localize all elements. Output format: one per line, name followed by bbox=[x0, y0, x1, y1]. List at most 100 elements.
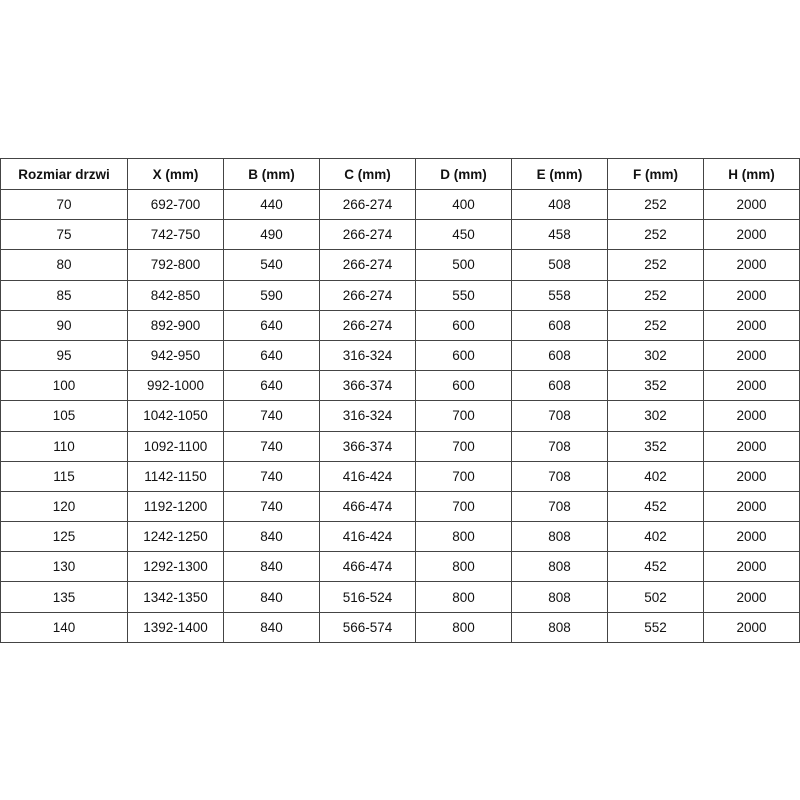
table-cell: 608 bbox=[511, 309, 608, 341]
table-cell: 416-424 bbox=[319, 521, 416, 553]
table-row: 135 1342-1350 840 516-524 800 808 502 2000 bbox=[0, 581, 800, 613]
column-header: Rozmiar drzwi bbox=[0, 158, 128, 190]
table-cell: 700 bbox=[415, 430, 512, 462]
table-cell: 1392-1400 bbox=[127, 611, 224, 643]
table-cell: 2000 bbox=[703, 249, 800, 281]
table-cell: 252 bbox=[607, 219, 704, 251]
table-cell: 252 bbox=[607, 309, 704, 341]
table-cell: 700 bbox=[415, 400, 512, 432]
table-cell: 2000 bbox=[703, 521, 800, 553]
table-cell: 352 bbox=[607, 370, 704, 402]
table-cell: 640 bbox=[223, 309, 320, 341]
table-cell: 708 bbox=[511, 430, 608, 462]
table-cell: 708 bbox=[511, 400, 608, 432]
column-header: D (mm) bbox=[415, 158, 512, 190]
column-header: F (mm) bbox=[607, 158, 704, 190]
table-cell: 450 bbox=[415, 219, 512, 251]
table-cell: 80 bbox=[0, 249, 128, 281]
column-header: C (mm) bbox=[319, 158, 416, 190]
table-row: 100 992-1000 640 366-374 600 608 352 2000 bbox=[0, 370, 800, 402]
table-cell: 408 bbox=[511, 188, 608, 221]
table-cell: 808 bbox=[511, 581, 608, 613]
table-cell: 75 bbox=[0, 219, 128, 251]
table-cell: 708 bbox=[511, 490, 608, 523]
table-cell: 2000 bbox=[703, 219, 800, 251]
table-cell: 105 bbox=[0, 400, 128, 432]
table-cell: 742-750 bbox=[127, 219, 224, 251]
table-cell: 440 bbox=[223, 188, 320, 221]
table-cell: 266-274 bbox=[319, 309, 416, 341]
table-row: 70 692-700 440 266-274 400 408 252 2000 bbox=[0, 188, 800, 221]
table-cell: 808 bbox=[511, 551, 608, 583]
table-cell: 840 bbox=[223, 551, 320, 583]
table-row: 95 942-950 640 316-324 600 608 302 2000 bbox=[0, 339, 800, 372]
table-cell: 892-900 bbox=[127, 309, 224, 341]
table-cell: 452 bbox=[607, 490, 704, 523]
column-header: E (mm) bbox=[511, 158, 608, 190]
table-cell: 466-474 bbox=[319, 551, 416, 583]
table-cell: 125 bbox=[0, 521, 128, 553]
table-cell: 2000 bbox=[703, 460, 800, 492]
table-body: 70 692-700 440 266-274 400 408 252 2000 75 742-75… bbox=[0, 188, 800, 643]
table-cell: 416-424 bbox=[319, 460, 416, 492]
table-cell: 2000 bbox=[703, 581, 800, 613]
table-cell: 120 bbox=[0, 490, 128, 523]
table-cell: 800 bbox=[415, 581, 512, 613]
table-cell: 942-950 bbox=[127, 339, 224, 372]
table-cell: 452 bbox=[607, 551, 704, 583]
door-size-table: Rozmiar drzwi X (mm) B (mm) C (mm) D (mm) E (… bbox=[0, 158, 800, 643]
table-cell: 1292-1300 bbox=[127, 551, 224, 583]
table-cell: 266-274 bbox=[319, 188, 416, 221]
table-cell: 2000 bbox=[703, 611, 800, 643]
table-cell: 792-800 bbox=[127, 249, 224, 281]
table-cell: 252 bbox=[607, 279, 704, 311]
table-cell: 402 bbox=[607, 460, 704, 492]
table-cell: 808 bbox=[511, 611, 608, 643]
table-cell: 600 bbox=[415, 309, 512, 341]
table-cell: 135 bbox=[0, 581, 128, 613]
table-cell: 566-574 bbox=[319, 611, 416, 643]
table-cell: 842-850 bbox=[127, 279, 224, 311]
table-row: 90 892-900 640 266-274 600 608 252 2000 bbox=[0, 309, 800, 341]
table-cell: 840 bbox=[223, 521, 320, 553]
table-cell: 2000 bbox=[703, 339, 800, 372]
table-cell: 540 bbox=[223, 249, 320, 281]
table-cell: 70 bbox=[0, 188, 128, 221]
column-header: X (mm) bbox=[127, 158, 224, 190]
column-header: H (mm) bbox=[703, 158, 800, 190]
table-cell: 516-524 bbox=[319, 581, 416, 613]
table-cell: 466-474 bbox=[319, 490, 416, 523]
table-cell: 110 bbox=[0, 430, 128, 462]
table-cell: 992-1000 bbox=[127, 370, 224, 402]
table-row: 115 1142-1150 740 416-424 700 708 402 2000 bbox=[0, 460, 800, 492]
table-cell: 800 bbox=[415, 611, 512, 643]
table-cell: 352 bbox=[607, 430, 704, 462]
table-cell: 490 bbox=[223, 219, 320, 251]
table-cell: 402 bbox=[607, 521, 704, 553]
table-cell: 95 bbox=[0, 339, 128, 372]
table-cell: 2000 bbox=[703, 551, 800, 583]
table-cell: 115 bbox=[0, 460, 128, 492]
table-cell: 302 bbox=[607, 339, 704, 372]
table-cell: 366-374 bbox=[319, 370, 416, 402]
table-cell: 366-374 bbox=[319, 430, 416, 462]
table-row: 85 842-850 590 266-274 550 558 252 2000 bbox=[0, 279, 800, 311]
table-row: 75 742-750 490 266-274 450 458 252 2000 bbox=[0, 219, 800, 251]
table-cell: 316-324 bbox=[319, 400, 416, 432]
table-cell: 640 bbox=[223, 370, 320, 402]
table-cell: 740 bbox=[223, 490, 320, 523]
table-cell: 1142-1150 bbox=[127, 460, 224, 492]
table-cell: 2000 bbox=[703, 430, 800, 462]
table-row: 140 1392-1400 840 566-574 800 808 552 2000 bbox=[0, 611, 800, 643]
table-cell: 90 bbox=[0, 309, 128, 341]
table-cell: 608 bbox=[511, 339, 608, 372]
table-cell: 740 bbox=[223, 400, 320, 432]
table-cell: 808 bbox=[511, 521, 608, 553]
table-cell: 266-274 bbox=[319, 219, 416, 251]
table-cell: 552 bbox=[607, 611, 704, 643]
table-cell: 85 bbox=[0, 279, 128, 311]
table-row: 120 1192-1200 740 466-474 700 708 452 2000 bbox=[0, 490, 800, 523]
table-cell: 316-324 bbox=[319, 339, 416, 372]
table-row: 80 792-800 540 266-274 500 508 252 2000 bbox=[0, 249, 800, 281]
table-cell: 708 bbox=[511, 460, 608, 492]
